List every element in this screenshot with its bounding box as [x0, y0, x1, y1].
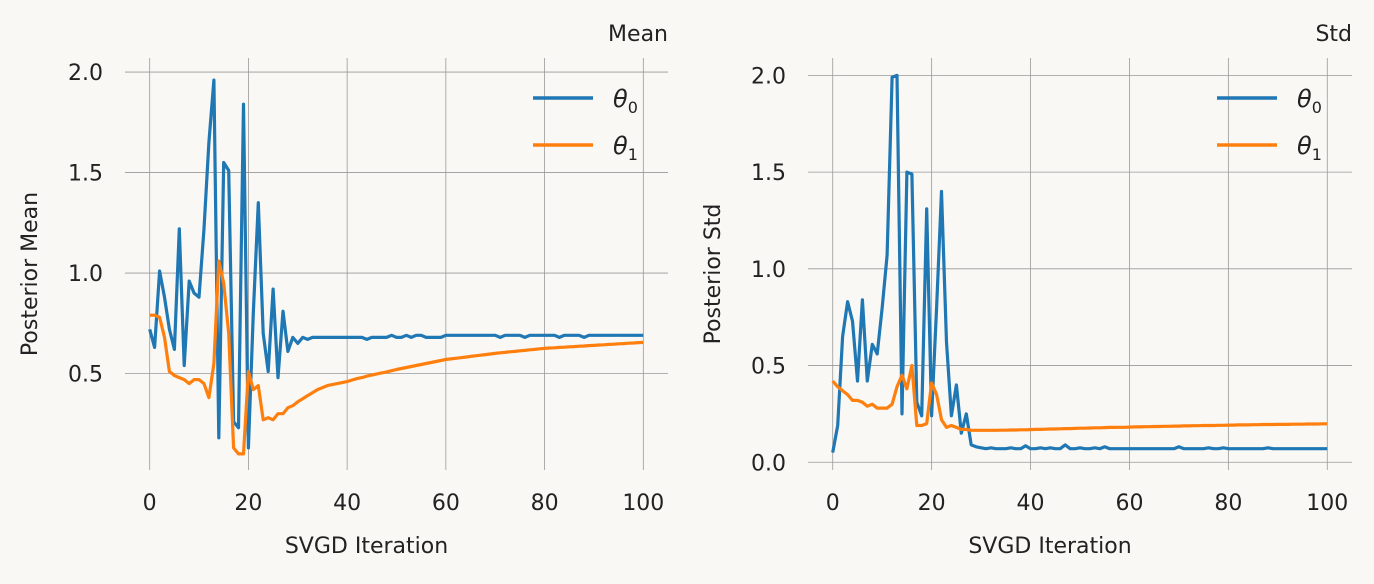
mean-chart: 0 20 40 60 80 100 0.5 1.0 1.5 2.0 Mean SVGD Iterati…: [18, 22, 668, 559]
y-tick-label: 1.5: [751, 161, 786, 186]
legend-label-theta0: θ0: [613, 85, 638, 117]
series-line-theta1: [831, 363, 1328, 432]
legend-subscript: 1: [628, 145, 638, 164]
legend-subscript: 1: [1312, 145, 1322, 164]
series-line-theta0: [831, 73, 1328, 453]
x-tick-label: 80: [1214, 491, 1242, 516]
legend-label-theta1: θ1: [613, 132, 638, 164]
x-tick-label: 80: [531, 491, 559, 516]
x-tick-label: 20: [234, 491, 262, 516]
legend-subscript: 0: [1312, 98, 1322, 117]
y-tick-label: 0.5: [751, 355, 786, 380]
series-line-theta0: [148, 78, 644, 450]
x-tick-label: 100: [622, 491, 664, 516]
series-line-theta1: [149, 259, 644, 456]
x-tick-label: 0: [826, 491, 840, 516]
x-tick-label: 0: [143, 491, 157, 516]
y-axis-label: Posterior Mean: [18, 192, 43, 356]
std-chart: 0 20 40 60 80 100 0.0 0.5 1.0 1.5 2.0 Std SVGD Itera…: [701, 22, 1352, 559]
y-axis-label: Posterior Std: [701, 204, 726, 345]
y-tick-label: 0.0: [751, 451, 786, 476]
x-tick-label: 60: [432, 491, 460, 516]
y-tick-label: 0.5: [68, 363, 103, 388]
chart-title: Mean: [608, 22, 668, 47]
y-tick-label: 1.0: [68, 262, 103, 287]
x-tick-label: 100: [1306, 491, 1348, 516]
x-tick-label: 40: [333, 491, 361, 516]
y-tick-label: 1.5: [68, 162, 103, 187]
legend-subscript: 0: [628, 98, 638, 117]
x-axis-label: SVGD Iteration: [968, 534, 1131, 559]
x-tick-label: 40: [1017, 491, 1045, 516]
legend-label-theta0: θ0: [1297, 85, 1322, 117]
x-tick-label: 20: [918, 491, 946, 516]
y-tick-label: 1.0: [751, 258, 786, 283]
y-tick-label: 2.0: [68, 61, 103, 86]
x-axis-label: SVGD Iteration: [285, 534, 448, 559]
y-tick-label: 2.0: [751, 64, 786, 89]
chart-title: Std: [1315, 22, 1352, 47]
x-tick-label: 60: [1115, 491, 1143, 516]
legend-label-theta1: θ1: [1297, 132, 1322, 164]
